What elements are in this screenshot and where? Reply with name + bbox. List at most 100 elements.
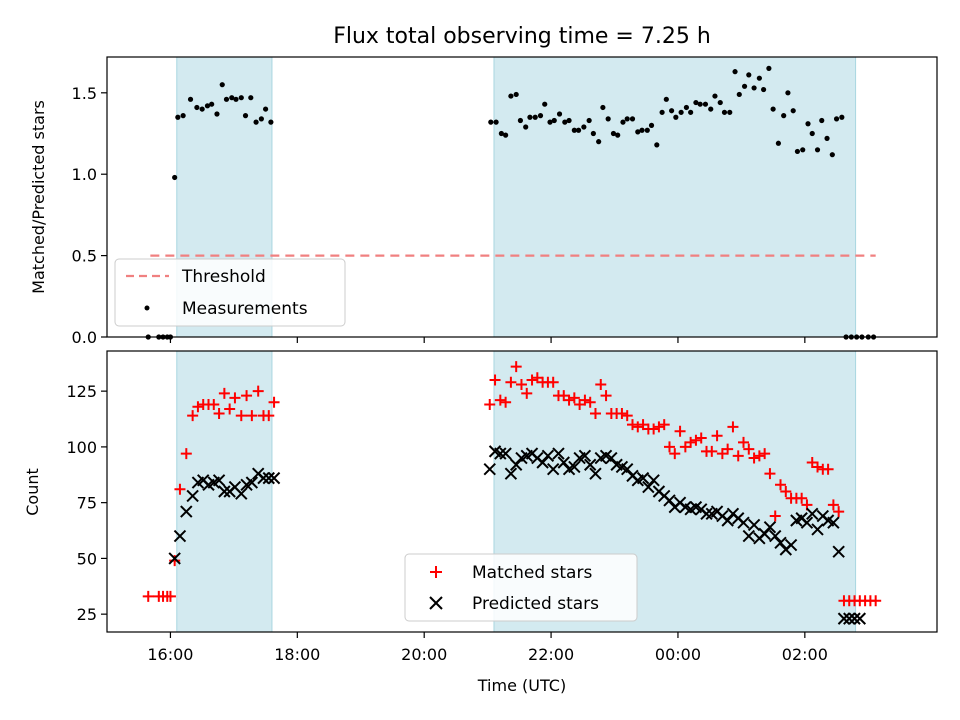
matched-star-point bbox=[780, 486, 792, 497]
measurement-point bbox=[248, 95, 254, 101]
x-tick-label: 02:00 bbox=[782, 645, 828, 664]
measurement-point bbox=[175, 114, 181, 120]
predicted-star-point bbox=[832, 545, 845, 558]
matched-star-point bbox=[164, 590, 176, 602]
measurement-point bbox=[814, 147, 821, 153]
matched-star-point bbox=[796, 492, 808, 504]
predicted-star-point bbox=[848, 612, 861, 625]
measurement-point bbox=[523, 124, 529, 130]
measurement-point bbox=[517, 117, 524, 124]
matched-star-point bbox=[653, 421, 665, 433]
matched-star-point bbox=[505, 376, 517, 388]
bottom-axes-frame bbox=[106, 350, 938, 633]
top-x-ticks bbox=[169, 337, 806, 343]
predicted-star-point bbox=[504, 467, 518, 480]
matched-star-point bbox=[775, 479, 787, 491]
measurement-point bbox=[790, 108, 796, 114]
x-tick-label: 00:00 bbox=[655, 645, 701, 664]
top-y-axis-label: Matched/Predicted stars bbox=[29, 100, 48, 294]
matched-star-point bbox=[494, 394, 506, 406]
predicted-star-point bbox=[578, 449, 592, 463]
predicted-star-point bbox=[800, 516, 814, 529]
matched-star-point bbox=[621, 410, 633, 422]
measurement-point bbox=[566, 117, 572, 124]
measurement-point bbox=[624, 116, 630, 122]
predicted-star-point bbox=[235, 487, 248, 500]
measurement-point bbox=[693, 99, 699, 106]
measurement-point bbox=[229, 95, 235, 101]
bottom-legend-box bbox=[404, 553, 638, 622]
y-tick-label: 100 bbox=[66, 438, 97, 457]
measurement-point bbox=[824, 135, 830, 141]
measurement-point bbox=[669, 108, 675, 114]
matched-star-point bbox=[685, 436, 697, 448]
predicted-star-point bbox=[700, 507, 713, 521]
matched-star-point bbox=[727, 421, 739, 433]
predicted-star-point bbox=[568, 460, 581, 474]
measurement-point bbox=[180, 113, 186, 119]
legend-measurements-swatch bbox=[144, 305, 150, 311]
matched-star-point bbox=[526, 374, 538, 386]
matched-star-point bbox=[616, 407, 628, 419]
measurement-point bbox=[639, 127, 645, 133]
matched-star-point bbox=[669, 448, 681, 460]
measurement-point bbox=[800, 147, 806, 153]
matched-star-point bbox=[769, 510, 781, 522]
measurement-point bbox=[542, 101, 548, 107]
measurement-point bbox=[751, 85, 757, 91]
measurement-point bbox=[760, 86, 767, 93]
matched-star-point bbox=[870, 595, 882, 607]
matched-star-point bbox=[252, 385, 264, 397]
legend-threshold-label: Threshold bbox=[181, 267, 266, 287]
matched-star-point bbox=[142, 590, 154, 602]
matched-star-point bbox=[521, 387, 533, 399]
measurement-point bbox=[590, 130, 596, 137]
measurement-point bbox=[556, 111, 563, 117]
measurements-series bbox=[145, 65, 877, 340]
legend-matched-label: Matched stars bbox=[472, 563, 592, 583]
y-tick-label: 0.5 bbox=[72, 247, 97, 266]
measurement-point bbox=[204, 103, 211, 109]
matched-star-point bbox=[632, 421, 644, 433]
y-tick-label: 1.5 bbox=[72, 84, 97, 103]
measurement-point bbox=[644, 127, 650, 133]
measurement-point bbox=[766, 65, 772, 71]
matched-star-point bbox=[812, 461, 824, 473]
measurement-point bbox=[688, 109, 694, 115]
matched-star-point bbox=[711, 430, 723, 442]
measurement-point bbox=[732, 69, 738, 75]
measurement-point bbox=[214, 111, 220, 117]
matched-star-point bbox=[759, 448, 771, 460]
y-tick-label: 0.0 bbox=[72, 328, 97, 347]
measurement-point bbox=[610, 130, 617, 137]
measurement-point bbox=[663, 96, 669, 102]
matched-star-point bbox=[246, 410, 258, 422]
measurement-point bbox=[727, 109, 733, 115]
predicted-star-point bbox=[546, 462, 560, 476]
legend-matched-swatch bbox=[430, 566, 442, 578]
matched-star-point bbox=[192, 401, 204, 413]
measurement-point bbox=[819, 117, 825, 124]
predicted-star-point bbox=[737, 516, 750, 529]
y-tick-label: 75 bbox=[77, 494, 97, 513]
y-tick-label: 25 bbox=[77, 605, 97, 624]
measurement-point bbox=[629, 116, 636, 122]
bottom-y-ticks: 25 50 75 100 125 bbox=[66, 382, 107, 624]
matched-star-point bbox=[180, 448, 192, 460]
measurement-point bbox=[721, 109, 728, 115]
measurement-point bbox=[262, 106, 269, 112]
matched-star-point bbox=[706, 445, 718, 457]
matched-star-point bbox=[263, 410, 275, 422]
measurement-point bbox=[238, 95, 244, 101]
measurement-point bbox=[712, 93, 718, 99]
measurement-point bbox=[833, 116, 840, 122]
measurement-point bbox=[717, 99, 723, 106]
measurement-point bbox=[187, 96, 194, 102]
measurement-point bbox=[493, 119, 499, 125]
measurement-point bbox=[708, 106, 714, 112]
measurement-point bbox=[600, 104, 606, 111]
matched-star-point bbox=[833, 506, 845, 518]
top-panel: 0.0 0.5 1.0 1.5 Matched/Predicted stars Thr… bbox=[29, 56, 938, 347]
matched-star-point bbox=[515, 378, 527, 390]
matched-star-point bbox=[748, 452, 760, 464]
